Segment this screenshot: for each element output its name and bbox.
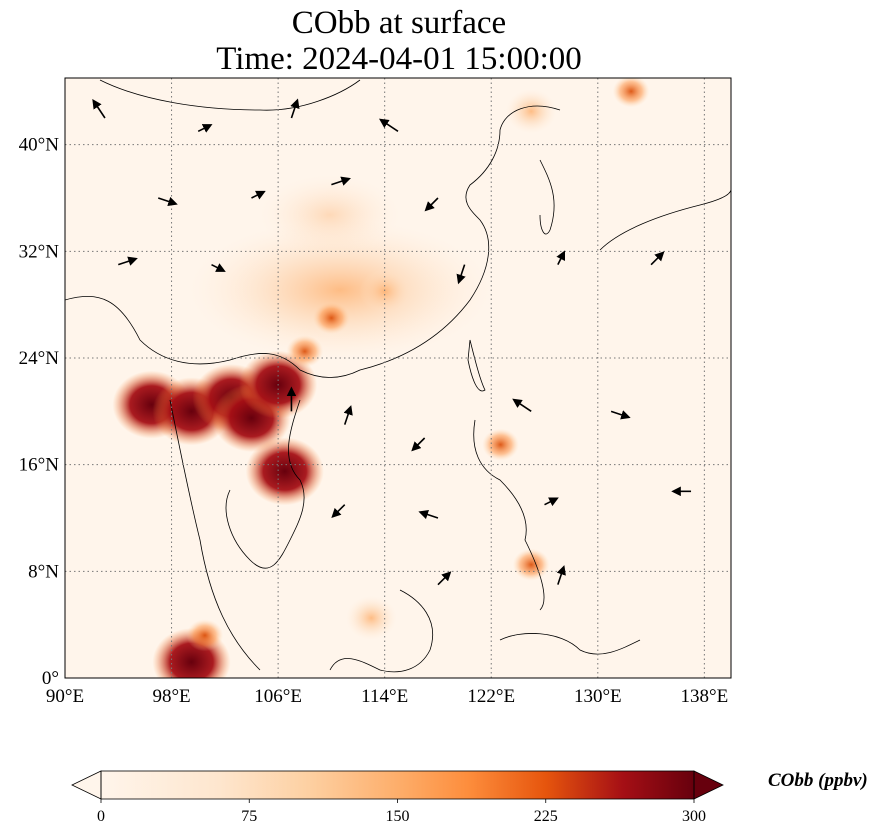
wind-arrow xyxy=(331,176,351,186)
latitude-tick-label: 24°N xyxy=(19,348,60,369)
gridlines xyxy=(65,78,731,678)
longitude-tick-label: 122°E xyxy=(467,686,515,707)
wind-arrow xyxy=(424,197,439,212)
concentration-hotspot xyxy=(186,619,224,652)
title-line-1: CObb at surface xyxy=(291,5,507,41)
latitude-tick-label: 0° xyxy=(42,668,59,689)
plume-haze-north xyxy=(260,175,400,255)
wind-arrow xyxy=(331,504,346,519)
longitude-tick-label: 130°E xyxy=(574,686,622,707)
wind-arrow xyxy=(556,565,566,585)
plume-haze xyxy=(190,220,490,360)
wind-arrow xyxy=(118,256,138,266)
wind-arrow xyxy=(437,571,452,586)
wind-arrow xyxy=(418,509,439,520)
concentration-hotspot xyxy=(482,428,519,461)
concentration-hotspot xyxy=(512,548,550,581)
latitude-tick-label: 40°N xyxy=(19,135,60,156)
concentration-hotspot xyxy=(505,89,557,134)
colorbar-tick-label: 75 xyxy=(241,808,257,825)
latitude-tick-label: 8°N xyxy=(28,561,59,582)
concentration-hotspot xyxy=(612,78,650,108)
colorbar-gradient xyxy=(101,771,694,799)
wind-arrow xyxy=(157,196,178,207)
wind-arrow xyxy=(556,250,565,266)
map-plot-area xyxy=(65,78,731,678)
concentration-hotspot xyxy=(359,269,410,314)
wind-arrow xyxy=(92,99,106,119)
colorbar-min-extend xyxy=(71,770,102,800)
wind-arrow xyxy=(251,190,266,200)
concentration-hotspot xyxy=(346,596,397,640)
longitude-tick-label: 90°E xyxy=(46,686,84,707)
wind-arrow xyxy=(197,124,213,133)
colorbar-max-extend xyxy=(693,770,724,800)
colorbar-label: CObb (ppbv) xyxy=(768,770,868,791)
wind-arrow xyxy=(512,398,532,412)
map-frame xyxy=(64,77,732,679)
wind-arrow xyxy=(411,437,426,452)
longitude-tick-label: 106°E xyxy=(254,686,302,707)
colorbar-ticks: 0 75 150 225 300 xyxy=(97,799,706,825)
latitude-tick-label: 32°N xyxy=(19,241,60,262)
colorbar: 0 75 150 225 300 xyxy=(71,770,724,825)
wind-arrow xyxy=(456,264,466,285)
colorbar-tick-label: 300 xyxy=(682,808,706,825)
concentration-hotspot xyxy=(245,437,324,506)
wind-arrow xyxy=(211,263,226,272)
wind-arrow xyxy=(544,497,559,507)
latitude-tick-label: 16°N xyxy=(19,455,60,476)
colorbar-tick-label: 225 xyxy=(534,808,558,825)
colorbar-tick-label: 150 xyxy=(386,808,410,825)
colorbar-tick-label: 0 xyxy=(97,808,105,825)
longitude-tick-label: 98°E xyxy=(152,686,190,707)
wind-arrow xyxy=(379,118,399,132)
latitude-ticks: 0° 8°N 16°N 24°N 32°N 40°N xyxy=(19,135,60,689)
wind-arrow xyxy=(610,410,631,420)
wind-arrow xyxy=(290,98,300,119)
map-background xyxy=(65,78,731,678)
wind-vectors xyxy=(92,98,692,586)
wind-arrow xyxy=(650,251,665,266)
concentration-hotspot xyxy=(313,302,350,334)
longitude-tick-label: 138°E xyxy=(681,686,729,707)
longitude-ticks: 90°E 98°E 106°E 114°E 122°E 130°E 138°E xyxy=(46,686,728,707)
wind-arrow xyxy=(343,405,353,425)
concentration-hotspot xyxy=(286,335,324,368)
longitude-tick-label: 114°E xyxy=(361,686,408,707)
coastlines xyxy=(65,79,731,673)
title-line-2: Time: 2024-04-01 15:00:00 xyxy=(216,41,582,77)
